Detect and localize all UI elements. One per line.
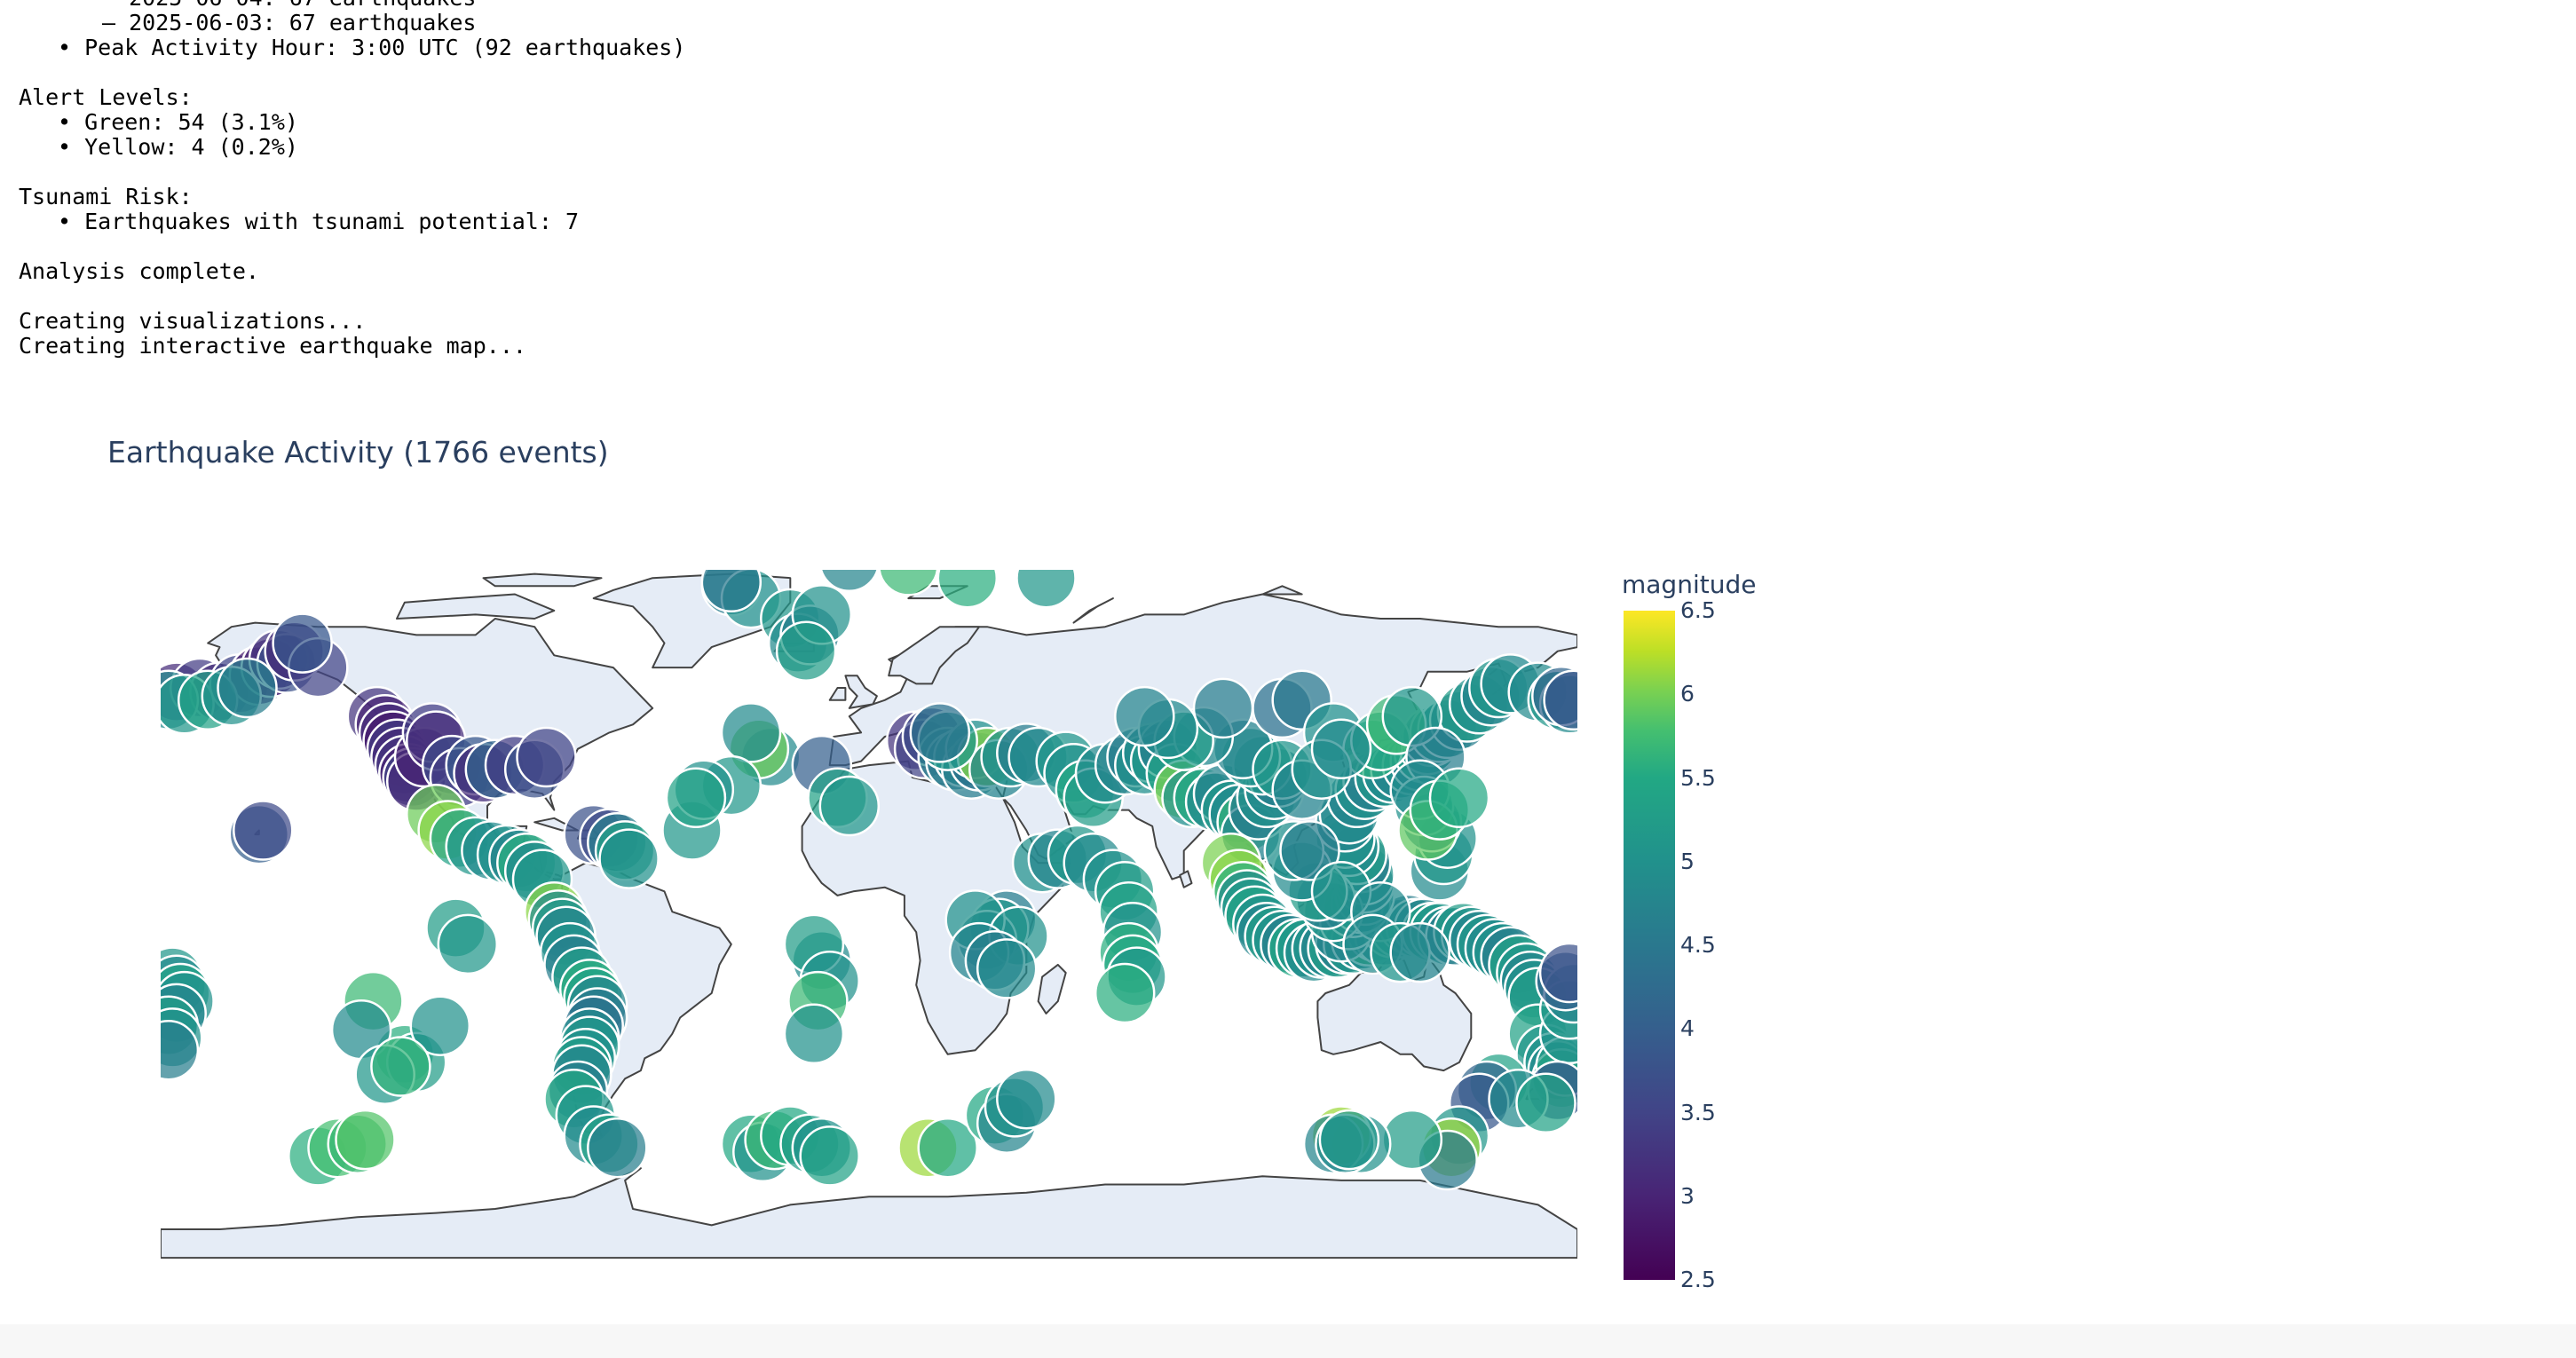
console-line: Creating visualizations... xyxy=(19,308,367,334)
earthquake-marker[interactable] xyxy=(1310,718,1372,780)
earthquake-marker[interactable] xyxy=(783,1003,845,1065)
earthquake-marker[interactable] xyxy=(1543,669,1577,731)
earthquake-marker[interactable] xyxy=(819,570,879,593)
land-shape xyxy=(482,572,603,588)
earthquake-marker[interactable] xyxy=(598,828,660,889)
console-line xyxy=(19,160,1350,185)
console-line: • Peak Activity Hour: 3:00 UTC (92 earth… xyxy=(58,35,686,60)
earthquake-marker[interactable] xyxy=(1114,685,1175,747)
earthquake-marker[interactable] xyxy=(917,1117,978,1179)
colorbar-tick-label: 5.5 xyxy=(1680,764,1716,791)
console-line: – 2025-06-04: 67 earthquakes xyxy=(19,0,1350,11)
console-output: – 2025-06-04: 67 earthquakes– 2025-06-03… xyxy=(19,0,1350,359)
colorbar-tick-label: 6 xyxy=(1680,681,1695,707)
land-shape xyxy=(396,593,556,620)
earthquake-marker[interactable] xyxy=(665,767,727,829)
colorbar-tick-label: 3 xyxy=(1680,1182,1695,1209)
earthquake-marker[interactable] xyxy=(587,1117,648,1179)
earthquake-marker[interactable] xyxy=(437,913,499,975)
colorbar-tick-label: 6.5 xyxy=(1680,597,1716,623)
earthquake-marker[interactable] xyxy=(1428,767,1490,829)
earthquake-marker[interactable] xyxy=(335,1109,396,1171)
colorbar-tick-label: 2.5 xyxy=(1680,1267,1716,1292)
land-shape xyxy=(161,1167,1577,1259)
earthquake-marker[interactable] xyxy=(1015,570,1077,609)
earthquake-marker[interactable] xyxy=(516,726,577,788)
earthquake-marker[interactable] xyxy=(272,612,333,674)
earthquake-marker[interactable] xyxy=(799,1125,860,1187)
console-line xyxy=(19,234,1350,259)
land-shape xyxy=(888,626,981,685)
earthquake-marker[interactable] xyxy=(1381,1109,1443,1171)
earthquake-marker[interactable] xyxy=(720,702,782,763)
bottom-scroll-area xyxy=(0,1324,2576,1358)
colorbar-tick-label: 5 xyxy=(1680,848,1695,874)
earthquake-marker[interactable] xyxy=(1318,1109,1380,1171)
earthquake-marker[interactable] xyxy=(1192,677,1254,739)
earthquake-marker[interactable] xyxy=(909,702,971,763)
earthquake-map[interactable] xyxy=(161,570,1577,1278)
console-line: • Yellow: 4 (0.2%) xyxy=(58,134,298,160)
earthquake-marker[interactable] xyxy=(878,570,939,596)
earthquake-marker[interactable] xyxy=(1094,962,1156,1024)
earthquake-marker[interactable] xyxy=(1515,1072,1576,1134)
earthquake-marker[interactable] xyxy=(1279,820,1340,881)
console-line xyxy=(19,284,1350,309)
earthquake-marker[interactable] xyxy=(775,620,837,682)
land-shape xyxy=(844,675,878,709)
earthquake-marker[interactable] xyxy=(1538,942,1577,1004)
earthquake-marker[interactable] xyxy=(996,1068,1057,1130)
earthquake-marker[interactable] xyxy=(409,995,471,1056)
console-line: Creating interactive earthquake map... xyxy=(19,333,526,359)
earthquake-marker[interactable] xyxy=(233,800,294,861)
earthquake-marker[interactable] xyxy=(700,570,763,613)
colorbar xyxy=(1624,611,1675,1280)
colorbar-tick-label: 3.5 xyxy=(1680,1099,1716,1125)
console-line: Tsunami Risk: xyxy=(19,184,193,209)
console-line: – 2025-06-03: 67 earthquakes xyxy=(102,10,477,36)
console-line xyxy=(19,60,1350,85)
map-svg[interactable] xyxy=(161,570,1577,1278)
land-shape xyxy=(1261,585,1303,596)
earthquake-marker[interactable] xyxy=(161,1019,200,1081)
earthquake-marker[interactable] xyxy=(818,775,881,837)
land-shape xyxy=(828,687,847,701)
console-line: • Earthquakes with tsunami potential: 7 xyxy=(58,209,579,234)
land-shape xyxy=(1037,963,1067,1015)
land-shape xyxy=(1072,597,1114,624)
console-line: Alert Levels: xyxy=(19,84,193,110)
earthquake-marker[interactable] xyxy=(1389,921,1450,983)
console-line: Analysis complete. xyxy=(19,258,259,284)
earthquake-marker[interactable] xyxy=(976,938,1038,999)
earthquake-points xyxy=(161,570,1577,1191)
colorbar-tick-label: 4 xyxy=(1680,1015,1695,1042)
plot-title: Earthquake Activity (1766 events) xyxy=(107,435,609,470)
colorbar-tick-label: 4.5 xyxy=(1680,932,1716,958)
earthquake-marker[interactable] xyxy=(370,1036,431,1097)
colorbar-title: magnitude xyxy=(1622,570,1757,599)
earthquake-marker[interactable] xyxy=(217,657,278,719)
land-shape xyxy=(1179,870,1193,888)
earthquake-marker[interactable] xyxy=(936,570,999,609)
console-line: • Green: 54 (3.1%) xyxy=(58,109,298,135)
